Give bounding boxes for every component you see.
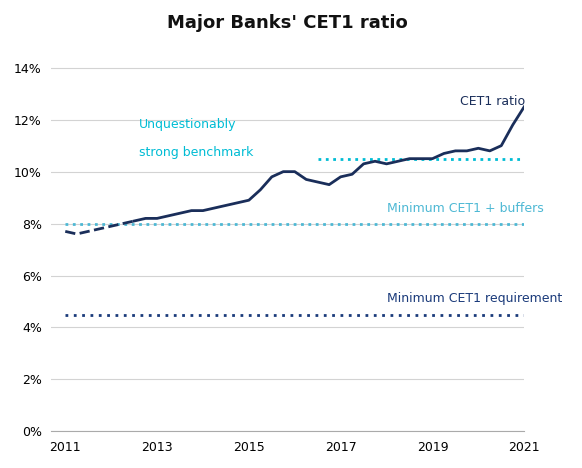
Text: Minimum CET1 requirement: Minimum CET1 requirement: [386, 292, 562, 306]
Text: Unquestionably: Unquestionably: [139, 118, 236, 132]
Text: CET1 ratio: CET1 ratio: [460, 95, 525, 108]
Title: Major Banks' CET1 ratio: Major Banks' CET1 ratio: [168, 14, 408, 32]
Text: strong benchmark: strong benchmark: [139, 146, 253, 159]
Text: Minimum CET1 + buffers: Minimum CET1 + buffers: [386, 202, 543, 214]
